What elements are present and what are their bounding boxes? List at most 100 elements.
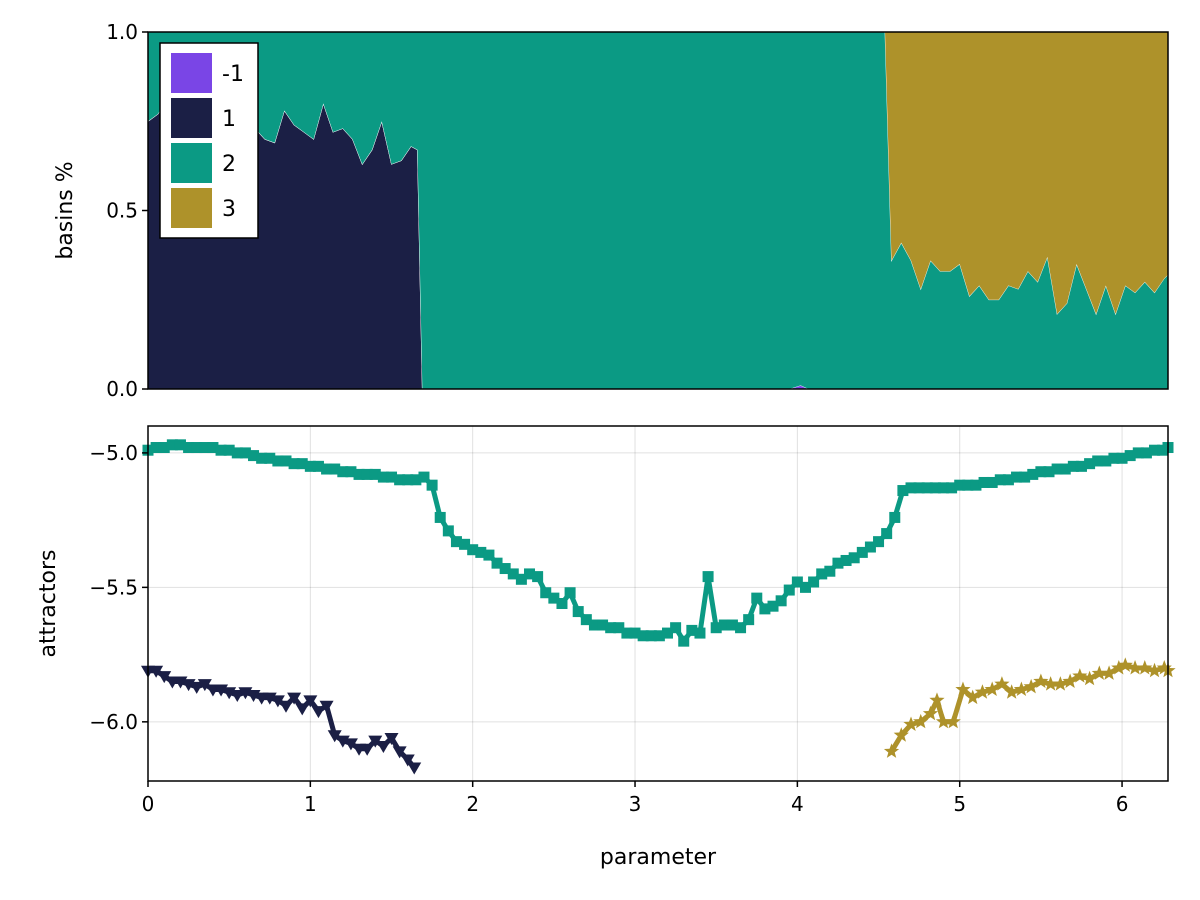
attractor-point (280, 455, 292, 467)
attractor-point (1137, 660, 1153, 675)
attractors-x-tick-label: 2 (466, 792, 479, 816)
attractor-point (629, 627, 641, 639)
attractor-point (369, 468, 381, 480)
basins-y-tick-label: 0.5 (106, 199, 138, 223)
attractor-point (548, 592, 560, 604)
attractor-point (1062, 673, 1078, 688)
attractor-point (197, 679, 212, 692)
attractor-point (337, 466, 349, 478)
attractor-point (1081, 670, 1098, 686)
attractor-point (1127, 660, 1143, 675)
attractor-point (824, 565, 836, 577)
attractor-point (321, 463, 333, 475)
attractor-point (402, 474, 414, 486)
attractor-point (426, 479, 438, 491)
attractor-point (1124, 450, 1136, 462)
attractor-point (442, 525, 454, 537)
attractor-point (207, 442, 219, 454)
attractor-point (272, 455, 284, 467)
basins-y-tick-label: 0.0 (106, 377, 138, 401)
attractor-point (1052, 676, 1068, 691)
attractor-point (808, 576, 820, 588)
attractor-point (832, 557, 844, 569)
attractor-point (588, 619, 600, 631)
attractor-point (295, 703, 310, 716)
attractor-point (264, 452, 276, 464)
attractor-point (986, 476, 998, 488)
attractor-point (394, 474, 406, 486)
attractor-point (1059, 463, 1071, 475)
attractor-point (767, 600, 779, 612)
attractor-point (150, 442, 162, 454)
attractor-point (913, 482, 925, 494)
attractor-point (532, 571, 544, 583)
attractor-point (556, 598, 568, 609)
attractors-x-tick-label: 0 (142, 792, 155, 816)
attractor-point (524, 568, 536, 580)
attractor-point (540, 587, 552, 599)
attractors-x-tick-label: 5 (953, 792, 966, 816)
attractor-point (303, 695, 318, 708)
legend-swatch-1 (171, 98, 212, 138)
attractor-point (158, 442, 170, 454)
attractor-point (296, 458, 308, 470)
attractor-point (499, 563, 511, 575)
attractor-point (1108, 452, 1120, 464)
legend-swatch--1 (171, 53, 212, 93)
attractor-point (1140, 447, 1152, 459)
attractor-point (1002, 474, 1014, 486)
attractor-point (935, 713, 952, 729)
attractor-point (223, 444, 235, 456)
attractor-point (507, 568, 519, 580)
attractor-point (1033, 673, 1049, 688)
attractor-point (361, 468, 373, 480)
attractor-point (304, 460, 316, 472)
basins-y-tick-label: 1.0 (106, 20, 138, 44)
attractor-point (955, 681, 971, 697)
attractors-grid (147, 426, 1168, 781)
attractor-point (775, 595, 787, 607)
attractor-point (791, 576, 803, 588)
attractor-point (231, 447, 243, 459)
attractor-point (1013, 681, 1030, 697)
attractor-point (597, 619, 609, 631)
attractors-series (141, 439, 1176, 775)
attractor-point (735, 622, 747, 634)
attractor-point (311, 706, 326, 719)
legend-swatch-2 (171, 143, 212, 183)
attractor-point (621, 627, 633, 639)
attractor-point (922, 705, 939, 721)
attractor-point (1084, 458, 1096, 470)
attractor-point (564, 587, 576, 599)
attractor-point (400, 754, 415, 767)
attractor-point (661, 627, 673, 639)
attractor-point (637, 630, 649, 642)
attractor-point (1101, 665, 1117, 680)
attractor-point (392, 746, 407, 759)
attractor-series-2 (142, 439, 1174, 647)
attractor-point (751, 592, 763, 604)
basin-area-1 (148, 99, 1168, 389)
attractor-point (1156, 660, 1172, 675)
attractor-point (1100, 455, 1112, 467)
attractors-y-tick-label: −6.0 (89, 710, 138, 734)
attractor-point (327, 730, 342, 743)
attractor-point (678, 635, 690, 647)
attractor-point (613, 622, 625, 634)
attractors-y-ticks: −5.0 −5.5 −6.0 (89, 441, 148, 734)
attractor-point (1019, 471, 1031, 483)
attractor-point (1132, 447, 1144, 459)
attractor-point (239, 447, 251, 459)
attractor-point (329, 463, 341, 475)
attractor-point (954, 479, 966, 491)
attractor-point (345, 466, 357, 478)
attractor-point (883, 743, 900, 758)
attractors-x-axis-label: parameter (600, 845, 717, 870)
attractor-point (645, 630, 657, 642)
attractor-point (903, 716, 919, 731)
attractor-point (467, 544, 479, 556)
attractor-point (377, 471, 389, 483)
attractor-point (994, 474, 1006, 486)
attractor-point (694, 627, 706, 639)
